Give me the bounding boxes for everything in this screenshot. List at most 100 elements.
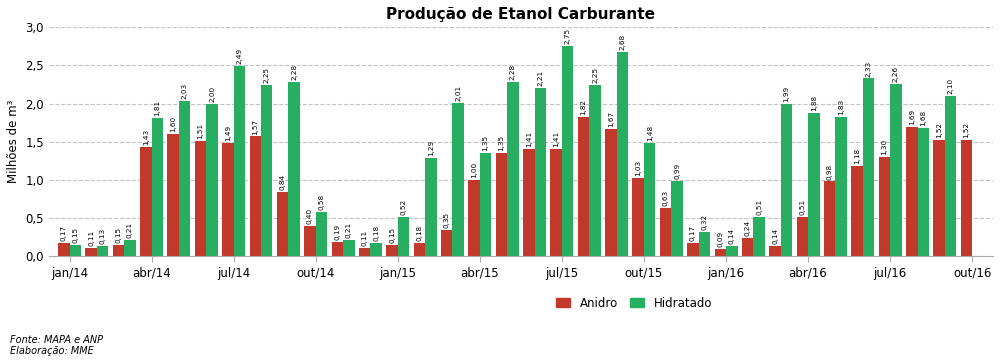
Bar <box>277 192 289 256</box>
Text: 0,63: 0,63 <box>662 190 668 206</box>
Bar <box>890 84 902 256</box>
Text: 0,13: 0,13 <box>99 228 105 244</box>
Text: 1,49: 1,49 <box>224 125 230 141</box>
Bar <box>387 245 398 256</box>
Text: 1,30: 1,30 <box>882 139 888 155</box>
Bar <box>332 242 343 256</box>
Text: 2,01: 2,01 <box>455 85 461 101</box>
Text: 1,29: 1,29 <box>428 140 434 156</box>
Bar <box>507 82 519 256</box>
Bar <box>781 104 793 256</box>
Text: 0,11: 0,11 <box>88 230 94 246</box>
Text: 0,99: 0,99 <box>674 163 680 179</box>
Bar <box>961 140 972 256</box>
Bar <box>289 82 300 256</box>
Bar <box>58 243 69 256</box>
Text: 0,15: 0,15 <box>389 227 395 243</box>
Bar <box>616 52 628 256</box>
Text: 1,48: 1,48 <box>646 125 652 141</box>
Bar <box>179 101 190 256</box>
Text: 0,18: 0,18 <box>417 225 423 240</box>
Bar <box>151 118 163 256</box>
Bar <box>605 129 616 256</box>
Text: 0,21: 0,21 <box>346 222 352 238</box>
Bar <box>562 46 573 256</box>
Text: 2,49: 2,49 <box>236 48 242 64</box>
Bar <box>414 243 425 256</box>
Text: 1,35: 1,35 <box>483 135 489 151</box>
Bar <box>578 117 589 256</box>
Bar <box>523 149 534 256</box>
Text: 2,25: 2,25 <box>592 67 598 82</box>
Bar <box>824 181 836 256</box>
Text: 0,21: 0,21 <box>127 222 133 238</box>
Text: 0,19: 0,19 <box>335 224 341 240</box>
Text: 0,52: 0,52 <box>401 199 407 215</box>
Bar <box>371 243 382 256</box>
Text: 2,68: 2,68 <box>619 34 625 50</box>
Bar <box>233 66 245 256</box>
Bar <box>453 103 464 256</box>
Bar <box>425 158 437 256</box>
Text: 1,83: 1,83 <box>839 99 845 115</box>
Bar <box>879 157 890 256</box>
Text: 2,75: 2,75 <box>565 28 571 44</box>
Bar <box>808 113 820 256</box>
Text: 1,51: 1,51 <box>197 123 203 139</box>
Bar <box>589 85 601 256</box>
Bar <box>660 208 671 256</box>
Text: 1,82: 1,82 <box>580 99 586 116</box>
Text: 2,10: 2,10 <box>948 78 954 94</box>
Text: 2,28: 2,28 <box>510 64 516 80</box>
Text: 1,03: 1,03 <box>635 159 641 176</box>
Text: 1,00: 1,00 <box>471 162 477 178</box>
Bar <box>496 153 507 256</box>
Bar <box>206 104 217 256</box>
Text: 2,03: 2,03 <box>181 83 187 99</box>
Bar <box>852 166 863 256</box>
Bar <box>468 180 480 256</box>
Text: 1,41: 1,41 <box>553 131 559 147</box>
Text: 2,21: 2,21 <box>537 69 543 86</box>
Text: 2,00: 2,00 <box>209 86 215 102</box>
Bar <box>124 240 135 256</box>
Bar <box>69 245 81 256</box>
Bar <box>85 248 97 256</box>
Text: 1,41: 1,41 <box>526 131 532 147</box>
Text: 2,26: 2,26 <box>893 66 899 82</box>
Bar <box>441 230 453 256</box>
Text: 0,24: 0,24 <box>744 220 750 236</box>
Bar <box>945 96 956 256</box>
Text: 1,81: 1,81 <box>154 100 160 116</box>
Text: 0,17: 0,17 <box>61 225 67 242</box>
Bar <box>863 78 875 256</box>
Bar <box>741 238 754 256</box>
Text: 0,14: 0,14 <box>728 228 734 244</box>
Bar <box>316 212 328 256</box>
Text: 0,98: 0,98 <box>827 163 833 180</box>
Text: 2,25: 2,25 <box>264 67 270 82</box>
Bar <box>550 149 562 256</box>
Bar <box>359 248 371 256</box>
Text: Fonte: MAPA e ANP
Elaboração: MME: Fonte: MAPA e ANP Elaboração: MME <box>10 335 103 356</box>
Bar <box>305 226 316 256</box>
Bar <box>398 217 409 256</box>
Text: 0,15: 0,15 <box>115 227 121 243</box>
Text: 1,99: 1,99 <box>784 86 790 103</box>
Text: 1,35: 1,35 <box>498 135 504 151</box>
Text: 1,60: 1,60 <box>170 116 176 132</box>
Text: 1,88: 1,88 <box>811 95 817 111</box>
Bar <box>343 240 355 256</box>
Text: 1,67: 1,67 <box>608 111 614 127</box>
Bar <box>480 153 491 256</box>
Text: 1,18: 1,18 <box>854 148 860 164</box>
Text: 0,51: 0,51 <box>757 199 763 215</box>
Bar <box>934 140 945 256</box>
Bar <box>770 246 781 256</box>
Text: 2,28: 2,28 <box>292 64 297 80</box>
Text: 0,58: 0,58 <box>319 194 325 210</box>
Y-axis label: Milhões de m³: Milhões de m³ <box>7 100 20 184</box>
Bar <box>698 232 710 256</box>
Bar <box>249 136 261 256</box>
Text: 0,09: 0,09 <box>717 231 723 247</box>
